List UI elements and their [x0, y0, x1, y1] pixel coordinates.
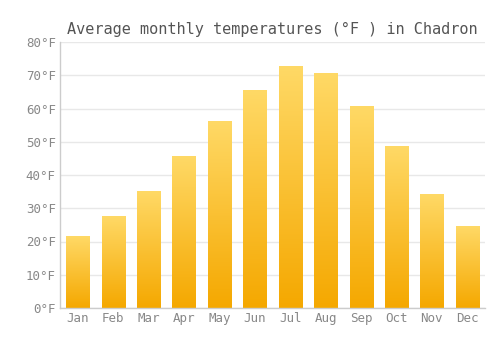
Title: Average monthly temperatures (°F ) in Chadron: Average monthly temperatures (°F ) in Ch…: [67, 22, 478, 37]
